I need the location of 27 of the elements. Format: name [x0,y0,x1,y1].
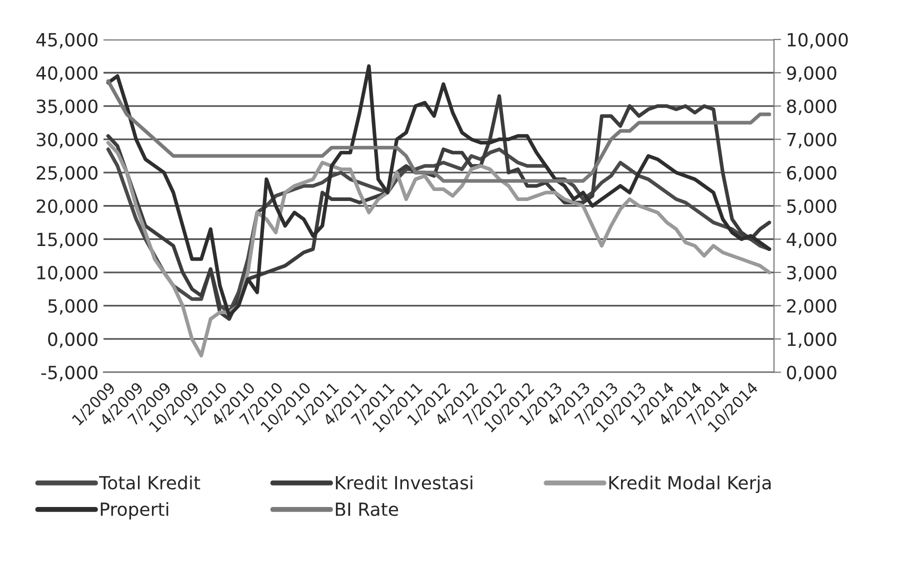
legend-label: Kredit Investasi [336,476,472,490]
y2-tick-label: 2,000 [787,299,836,315]
legend-label: Properti [100,502,168,520]
y-tick-label: 30,000 [36,132,98,148]
y2-tick-label: 0,000 [786,366,836,382]
y2-tick-label: 3,000 [787,266,836,282]
y-tick-label: 15,000 [37,232,98,248]
y-tick-label: 20,000 [36,199,98,215]
y-tick-label: 5,000 [48,299,98,315]
y2-tick-label: 8,000 [787,99,836,115]
y2-tick-label: 10,000 [788,32,848,48]
y2-tick-label: 7,000 [787,132,836,148]
y-tick-label: -5,000 [41,366,98,382]
y2-tick-label: 6,000 [787,166,836,182]
legend-label: Total Kredit [99,476,200,490]
legend-label: Kredit Modal Kerja [609,476,771,494]
y2-tick-label: 9,000 [786,66,836,82]
y-tick-label: 40,000 [36,66,98,82]
y2-tick-label: 1,000 [788,332,836,348]
legend-label: BI Rate [336,502,398,516]
y-tick-label: 0,000 [48,332,98,348]
y-tick-label: 25,000 [36,166,98,182]
y-tick-label: 35,000 [36,99,98,115]
y-tick-label: 10,000 [37,266,98,282]
y-tick-label: 45,000 [36,32,98,48]
y2-tick-label: 5,000 [787,199,836,215]
y2-tick-label: 4,000 [786,232,836,248]
